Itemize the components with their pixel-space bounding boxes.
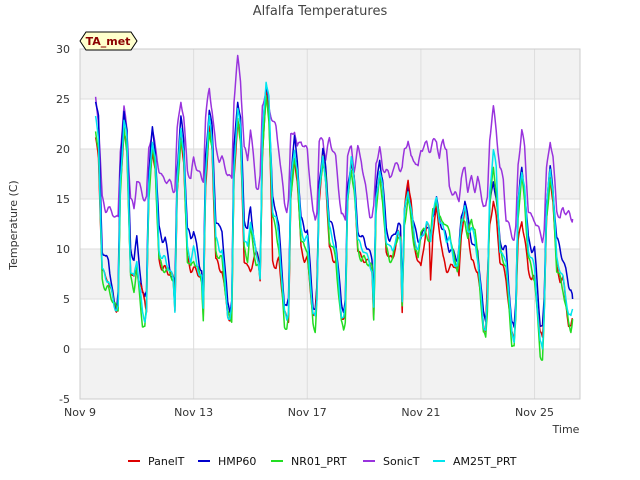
y-tick-label: 25 bbox=[56, 93, 70, 106]
x-axis-ticks: Nov 9 Nov 13 Nov 17 Nov 21 Nov 25 bbox=[64, 406, 554, 419]
legend-label: SonicT bbox=[383, 455, 420, 468]
background-band bbox=[80, 349, 580, 399]
x-tick-label: Nov 21 bbox=[401, 406, 440, 419]
legend-label: NR01_PRT bbox=[291, 455, 347, 468]
series-line-nr01-prt bbox=[94, 94, 574, 361]
legend-label: AM25T_PRT bbox=[453, 455, 517, 468]
y-tick-label: 10 bbox=[56, 243, 70, 256]
plot-frame bbox=[79, 48, 581, 400]
tag-box-shape bbox=[79, 31, 138, 51]
y-tick-label: -5 bbox=[59, 393, 70, 406]
x-tick-label: Nov 25 bbox=[515, 406, 554, 419]
legend: PanelT HMP60 NR01_PRT SonicT AM25T_PRT bbox=[128, 455, 517, 468]
x-tick-label: Nov 9 bbox=[64, 406, 96, 419]
y-tick-label: 0 bbox=[63, 343, 70, 356]
y-tick-label: 5 bbox=[63, 293, 70, 306]
x-tick-label: Nov 13 bbox=[174, 406, 213, 419]
series-line-sonict bbox=[94, 54, 574, 244]
y-tick-label: 20 bbox=[56, 143, 70, 156]
background-band bbox=[80, 49, 580, 99]
chart-title: Alfalfa Temperatures bbox=[253, 4, 388, 19]
tag-label: TA_met bbox=[86, 35, 131, 48]
tag-box: TA_met bbox=[79, 31, 138, 51]
series-line-panelt bbox=[94, 91, 574, 343]
legend-label: PanelT bbox=[148, 455, 185, 468]
y-axis-title: Temperature (C) bbox=[7, 180, 20, 270]
y-tick-label: 30 bbox=[56, 43, 70, 56]
y-tick-label: 15 bbox=[56, 193, 70, 206]
x-axis-title: Time bbox=[552, 423, 580, 436]
y-axis-ticks: -5 0 5 10 15 20 25 30 bbox=[56, 43, 70, 406]
series-line-am25t-prt bbox=[94, 81, 574, 350]
series-lines bbox=[94, 54, 574, 361]
legend-label: HMP60 bbox=[218, 455, 256, 468]
x-tick-label: Nov 17 bbox=[288, 406, 327, 419]
